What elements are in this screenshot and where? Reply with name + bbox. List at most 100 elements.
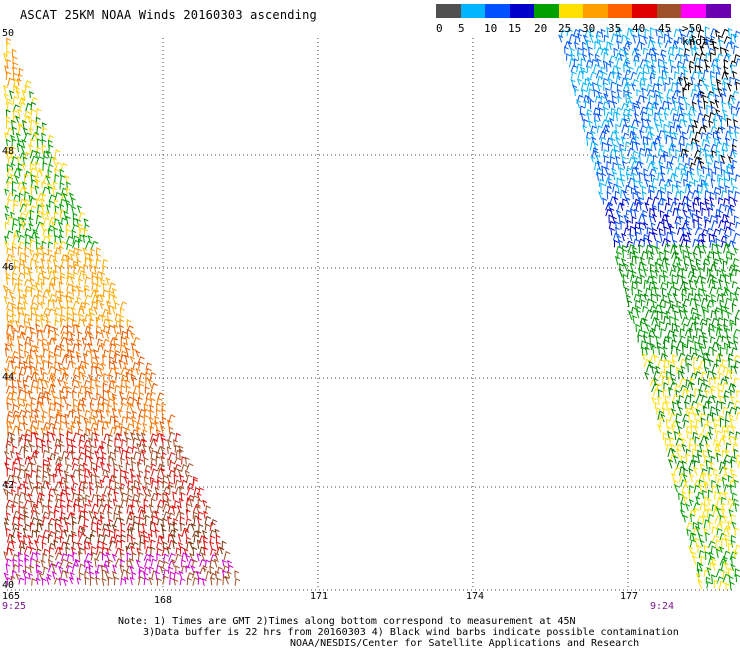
wind-barb — [18, 348, 24, 357]
wind-barb — [657, 35, 664, 44]
wind-barb — [66, 306, 73, 315]
wind-barb — [685, 142, 692, 151]
wind-barb — [643, 47, 649, 55]
wind-barb — [66, 521, 71, 531]
wind-barb — [88, 481, 94, 489]
wind-barb — [154, 510, 160, 520]
wind-barb — [95, 464, 101, 472]
wind-barb — [656, 310, 662, 319]
wind-barb — [53, 269, 58, 279]
wind-barb — [68, 576, 74, 585]
wind-barb — [623, 51, 629, 61]
wind-barb — [43, 307, 51, 315]
wind-barb — [730, 539, 736, 548]
wind-barb — [580, 57, 586, 67]
wind-barb — [718, 372, 725, 380]
wind-barb — [215, 534, 221, 544]
wind-barb — [60, 293, 66, 303]
wind-barb — [682, 249, 688, 259]
wind-barb — [30, 185, 35, 196]
wind-barb — [120, 469, 126, 477]
wind-barb — [108, 397, 114, 406]
wind-barb — [732, 45, 739, 55]
wind-barb — [167, 458, 173, 467]
wind-barb — [627, 243, 635, 254]
wind-barb — [102, 523, 109, 531]
wind-barb — [699, 539, 705, 547]
wind-barb — [717, 173, 723, 182]
wind-barb — [670, 364, 675, 374]
wind-barb — [698, 562, 704, 572]
wind-barb — [210, 548, 217, 556]
wind-barb — [7, 425, 13, 436]
wind-barb — [113, 349, 121, 358]
wind-barb — [219, 546, 225, 555]
wind-barb — [42, 449, 49, 459]
wind-barb — [734, 406, 740, 415]
wind-barb — [6, 167, 14, 177]
wind-barb — [54, 529, 61, 537]
wind-barb — [695, 143, 701, 152]
wind-barb — [662, 431, 668, 440]
wind-barb — [98, 367, 104, 377]
wind-barb — [632, 314, 638, 325]
wind-barb — [618, 268, 624, 278]
wind-barb — [15, 229, 21, 238]
wind-barb — [73, 247, 79, 255]
wind-barb — [77, 497, 83, 507]
wind-barb — [613, 47, 619, 57]
wind-barb — [94, 450, 100, 460]
wind-barb — [13, 84, 19, 93]
wind-barb — [77, 238, 83, 249]
wind-barb — [36, 265, 42, 273]
wind-barb — [610, 137, 616, 146]
wind-barb — [84, 552, 93, 562]
wind-barb — [695, 209, 701, 218]
wind-barb — [612, 100, 618, 109]
wind-barb — [11, 378, 17, 387]
wind-barb — [119, 564, 125, 573]
wind-barb — [606, 62, 611, 73]
wind-barb — [83, 228, 89, 237]
wind-barb — [160, 446, 166, 454]
wind-barb — [609, 156, 616, 164]
wind-barb — [184, 529, 190, 539]
wind-barb — [735, 58, 740, 67]
wind-barb — [54, 251, 60, 261]
wind-barb — [149, 433, 158, 442]
wind-barb — [35, 252, 44, 261]
wind-barb — [648, 281, 655, 290]
wind-barb — [22, 541, 28, 550]
wind-barb — [143, 476, 149, 484]
wind-barb — [77, 514, 86, 525]
wind-barb — [566, 53, 572, 61]
wind-barb — [60, 511, 66, 520]
wind-barb — [108, 373, 114, 382]
wind-barb — [714, 423, 721, 434]
wind-barb — [95, 247, 102, 256]
wind-barb — [596, 58, 602, 68]
wind-barb — [24, 553, 30, 562]
wind-barb — [669, 125, 675, 134]
wind-barb — [102, 528, 109, 537]
wind-barb — [19, 546, 26, 556]
wind-barb — [730, 534, 736, 542]
wind-barb — [130, 504, 136, 514]
wind-barb — [715, 71, 721, 80]
wind-barb — [42, 529, 50, 538]
wind-barb — [141, 509, 147, 520]
wind-barb — [30, 173, 36, 183]
wind-barb — [101, 577, 107, 587]
wind-barb — [64, 174, 70, 184]
wind-barb — [19, 187, 27, 195]
wind-barb — [39, 328, 45, 339]
wind-barb — [17, 282, 23, 292]
wind-barb — [11, 48, 17, 58]
wind-barb — [595, 95, 601, 103]
wind-barb — [94, 288, 100, 298]
wind-barb — [570, 53, 576, 61]
wind-barb — [101, 440, 107, 448]
wind-barb — [124, 576, 129, 585]
wind-barb — [723, 366, 729, 374]
wind-barb — [80, 527, 86, 537]
